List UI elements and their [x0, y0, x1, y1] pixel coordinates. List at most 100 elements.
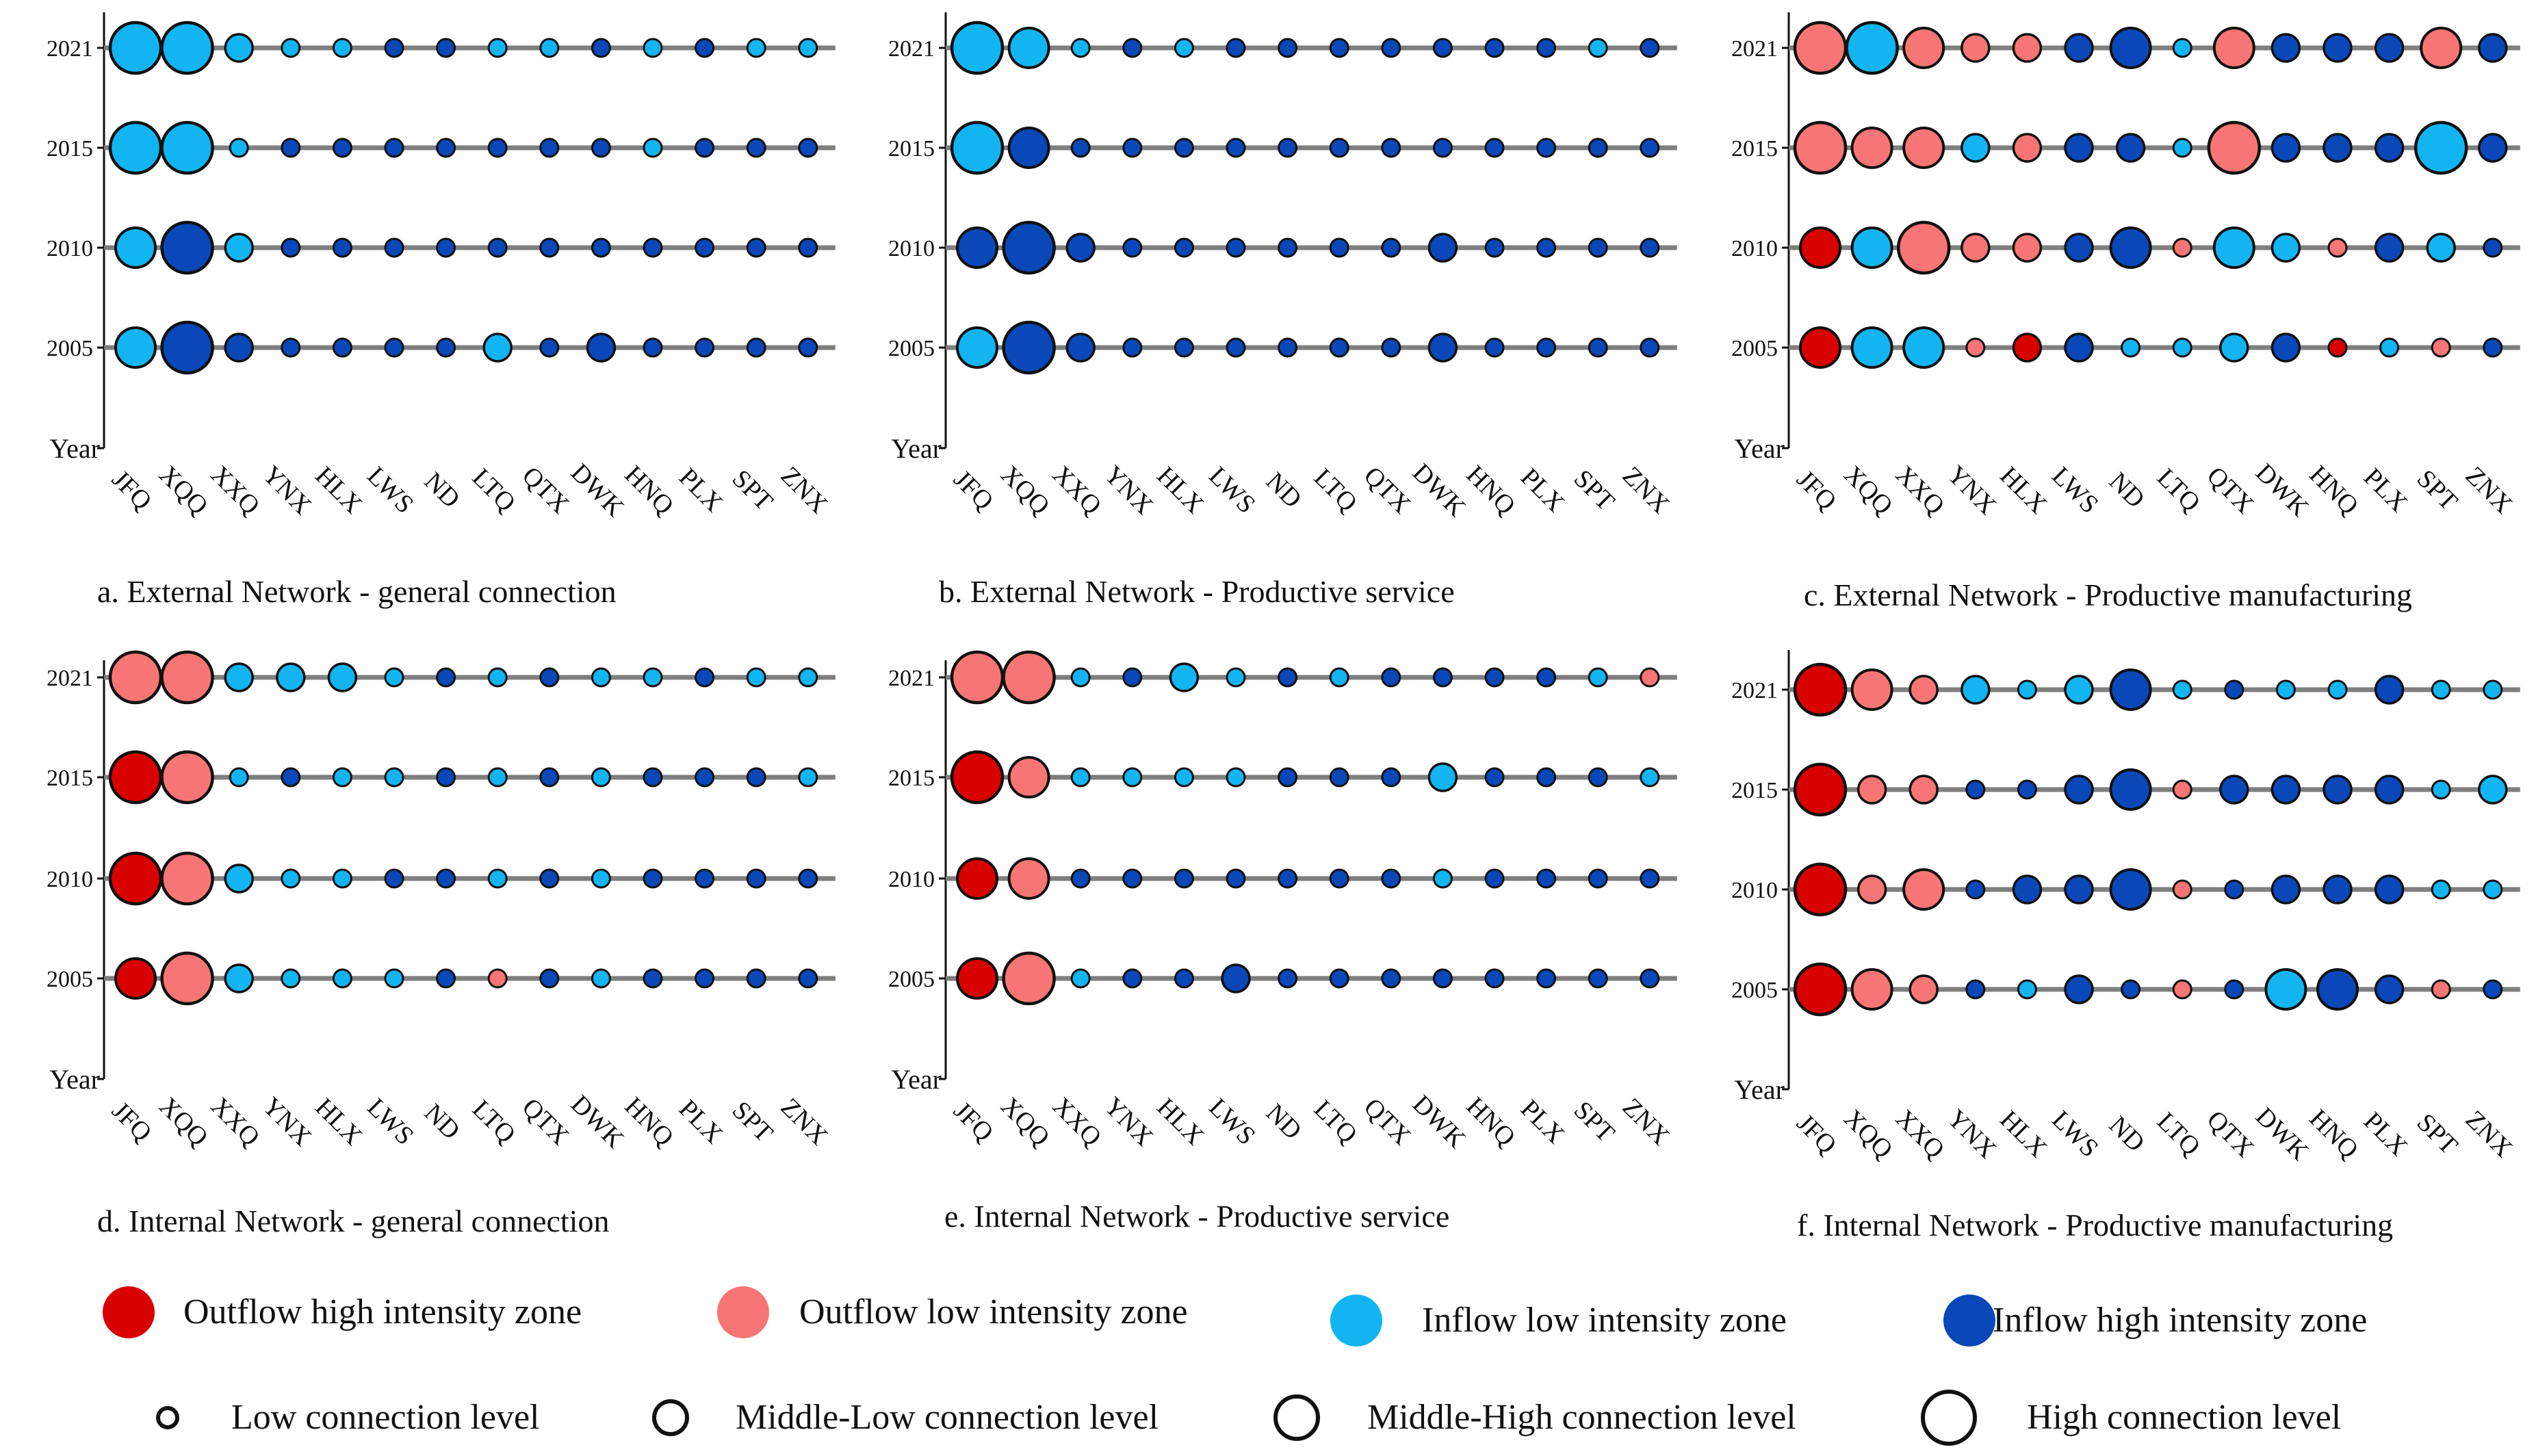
data-bubble: [2212, 226, 2255, 269]
data-bubble: [539, 337, 560, 358]
data-bubble: [1588, 767, 1608, 788]
legend-level-label: Middle-High connection level: [1367, 1398, 1796, 1437]
data-bubble: [2478, 33, 2508, 63]
data-bubble: [643, 868, 663, 889]
data-bubble: [798, 767, 818, 788]
data-bubble: [956, 857, 998, 900]
data-bubble: [160, 320, 214, 375]
data-bubble: [384, 138, 404, 158]
data-bubble: [1329, 38, 1349, 58]
year-tick-label: 2021: [47, 36, 93, 62]
data-bubble: [2483, 679, 2503, 700]
data-bubble: [1484, 667, 1505, 688]
data-bubble: [591, 767, 611, 788]
data-bubble: [114, 957, 157, 1000]
data-bubble: [586, 333, 617, 363]
data-bubble: [1432, 138, 1453, 158]
data-bubble: [2121, 337, 2141, 358]
data-bubble: [1122, 337, 1143, 358]
data-bubble: [1381, 667, 1401, 688]
data-bubble: [1902, 27, 1945, 69]
data-bubble: [1850, 326, 1893, 369]
x-tick-label: XXQ: [205, 1092, 266, 1152]
data-bubble: [2322, 133, 2353, 163]
data-bubble: [1961, 675, 1991, 705]
x-tick-label: ND: [2104, 467, 2151, 514]
x-tick-label: DWK: [1407, 458, 1471, 523]
y-axis-label: Year: [49, 1064, 100, 1095]
data-bubble: [487, 38, 508, 58]
data-bubble: [1961, 133, 1991, 163]
panel-title: c. External Network - Productive manufac…: [1804, 577, 2412, 612]
data-bubble: [160, 21, 214, 75]
data-bubble: [2115, 133, 2146, 163]
data-bubble: [281, 237, 301, 258]
data-bubble: [1588, 868, 1608, 889]
x-tick-label: HNQ: [1461, 1092, 1521, 1152]
data-bubble: [2017, 679, 2037, 700]
x-tick-label: JFQ: [1791, 465, 1842, 516]
x-tick-label: YNX: [1941, 460, 2002, 521]
data-bubble: [1226, 667, 1246, 688]
data-bubble: [1909, 775, 1939, 805]
year-tick-label: 2005: [1731, 336, 1778, 361]
data-bubble: [1536, 868, 1557, 889]
data-bubble: [1961, 233, 1991, 263]
x-tick-label: PLX: [2358, 1106, 2413, 1161]
data-bubble: [1484, 138, 1505, 158]
data-bubble: [332, 38, 352, 58]
data-bubble: [956, 226, 998, 269]
data-bubble: [2431, 337, 2451, 358]
panel-title: d. Internal Network - general connection: [97, 1204, 609, 1238]
x-tick-label: HLX: [1994, 1105, 2052, 1163]
data-bubble: [384, 968, 404, 989]
data-bubble: [2017, 779, 2037, 800]
panel-title: f. Internal Network - Productive manufac…: [1797, 1208, 2393, 1243]
x-tick-label: LTQ: [1308, 463, 1362, 517]
data-bubble: [1278, 667, 1298, 688]
data-bubble: [1640, 667, 1660, 688]
data-bubble: [643, 337, 663, 358]
x-tick-label: JFQ: [948, 465, 999, 516]
data-bubble: [224, 233, 254, 263]
data-bubble: [1226, 138, 1246, 158]
data-bubble: [2270, 874, 2301, 905]
data-bubble: [436, 868, 456, 889]
year-tick-label: 2015: [47, 766, 93, 791]
data-bubble: [487, 237, 508, 258]
x-tick-label: YNX: [1941, 1104, 2002, 1165]
data-bubble: [1278, 138, 1298, 158]
data-bubble: [2431, 979, 2451, 1000]
data-bubble: [332, 868, 352, 889]
data-bubble: [2414, 120, 2468, 175]
data-bubble: [2374, 33, 2405, 63]
data-bubble: [950, 120, 1005, 175]
x-tick-label: YNX: [1098, 1092, 1159, 1152]
panel-title: a. External Network - general connection: [97, 574, 617, 609]
x-tick-label: HNQ: [619, 1092, 680, 1152]
x-tick-label: QTX: [2201, 461, 2260, 519]
x-tick-label: PLX: [1515, 1094, 1570, 1149]
x-tick-label: SPT: [727, 1096, 779, 1148]
data-bubble: [1174, 868, 1194, 889]
data-bubble: [950, 21, 1005, 75]
data-bubble: [1329, 968, 1349, 989]
x-tick-label: HLX: [309, 1093, 367, 1151]
data-bubble: [1122, 767, 1143, 788]
data-bubble: [2012, 133, 2043, 163]
data-bubble: [643, 667, 663, 688]
data-bubble: [2109, 27, 2152, 69]
data-bubble: [1122, 868, 1143, 889]
data-bubble: [384, 667, 404, 688]
data-bubble: [1845, 21, 1899, 75]
data-bubble: [384, 237, 404, 258]
data-bubble: [108, 750, 163, 805]
data-bubble: [591, 237, 611, 258]
year-tick-label: 2015: [47, 136, 93, 161]
data-bubble: [1122, 38, 1143, 58]
data-bubble: [746, 868, 766, 889]
data-bubble: [108, 851, 163, 906]
x-tick-label: HNQ: [1461, 460, 1521, 521]
data-bubble: [436, 237, 456, 258]
